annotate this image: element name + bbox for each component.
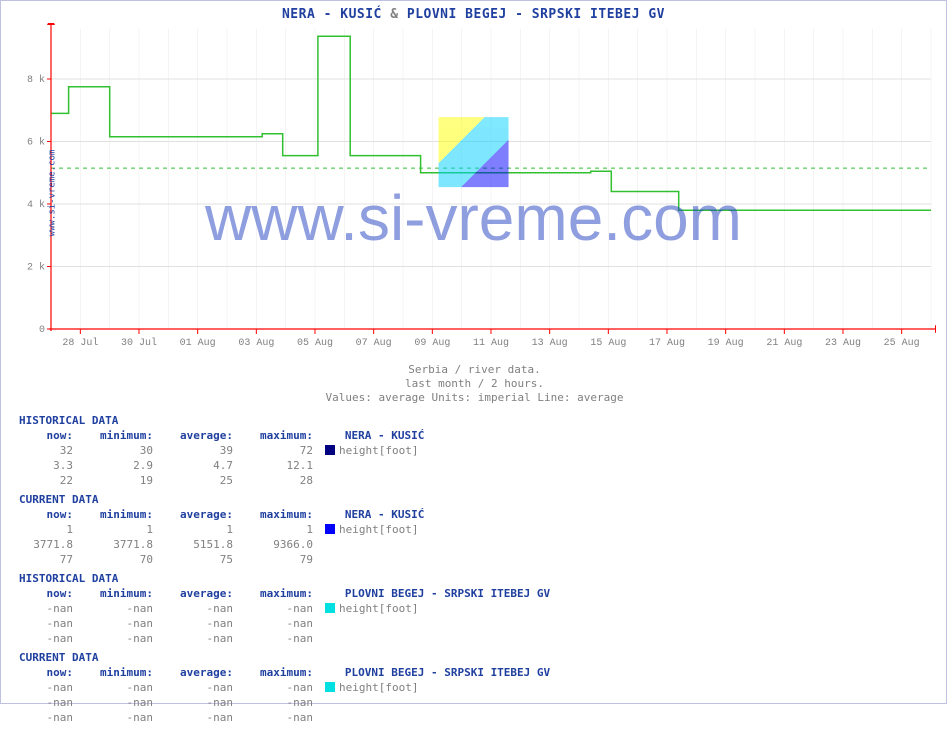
section-header: HISTORICAL DATA bbox=[19, 571, 550, 586]
svg-text:11 Aug: 11 Aug bbox=[473, 338, 509, 349]
svg-text:25 Aug: 25 Aug bbox=[884, 338, 920, 349]
table-row: -nan-nan-nan-nan bbox=[19, 695, 550, 710]
svg-text:8 k: 8 k bbox=[27, 74, 45, 86]
svg-text:4 k: 4 k bbox=[27, 199, 45, 211]
subcaption-line-2: last month / 2 hours. bbox=[1, 377, 947, 390]
series-swatch-icon bbox=[325, 603, 335, 613]
subcaption-line-1: Serbia / river data. bbox=[1, 363, 947, 376]
table-header: now:minimum:average:maximum: PLOVNI BEGE… bbox=[19, 586, 550, 601]
series-name: PLOVNI BEGEJ - SRPSKI ITEBEJ GV bbox=[313, 586, 550, 601]
svg-text:17 Aug: 17 Aug bbox=[649, 338, 685, 349]
svg-text:21 Aug: 21 Aug bbox=[766, 338, 802, 349]
table-row: 3.32.94.712.1 bbox=[19, 458, 550, 473]
table-header: now:minimum:average:maximum: NERA - KUSI… bbox=[19, 507, 550, 522]
table-row: 32303972height[foot] bbox=[19, 443, 550, 458]
title-right: PLOVNI BEGEJ - SRPSKI ITEBEJ GV bbox=[407, 7, 665, 22]
section-header: CURRENT DATA bbox=[19, 492, 550, 507]
metric-label: height[foot] bbox=[313, 443, 418, 458]
series-name: NERA - KUSIĆ bbox=[313, 428, 424, 443]
svg-text:30 Jul: 30 Jul bbox=[121, 337, 157, 349]
svg-text:07 Aug: 07 Aug bbox=[356, 338, 392, 349]
metric-label: height[foot] bbox=[313, 680, 418, 695]
series-swatch-icon bbox=[325, 524, 335, 534]
chart-svg: 0 2 k 4 k 6 k 8 k 28 Jul 30 Jul 01 Aug 03 Aug 05 … bbox=[11, 23, 936, 363]
table-header: now:minimum:average:maximum: NERA - KUSI… bbox=[19, 428, 550, 443]
svg-text:01 Aug: 01 Aug bbox=[180, 338, 216, 349]
svg-text:28 Jul: 28 Jul bbox=[62, 337, 98, 349]
title-ampersand: & bbox=[390, 7, 407, 22]
svg-text:0: 0 bbox=[39, 325, 45, 336]
series-name: NERA - KUSIĆ bbox=[313, 507, 424, 522]
table-row: 22192528 bbox=[19, 473, 550, 488]
metric-label: height[foot] bbox=[313, 522, 418, 537]
table-row: -nan-nan-nan-nanheight[foot] bbox=[19, 680, 550, 695]
svg-text:13 Aug: 13 Aug bbox=[532, 338, 568, 349]
svg-text:2 k: 2 k bbox=[27, 262, 45, 274]
table-row: 77707579 bbox=[19, 552, 550, 567]
table-header: now:minimum:average:maximum: PLOVNI BEGE… bbox=[19, 665, 550, 680]
svg-text:23 Aug: 23 Aug bbox=[825, 338, 861, 349]
y-axis-side-label: www.si-vreme.com bbox=[47, 150, 57, 237]
section-header: HISTORICAL DATA bbox=[19, 413, 550, 428]
metric-label: height[foot] bbox=[313, 601, 418, 616]
chart-frame: NERA - KUSIĆ & PLOVNI BEGEJ - SRPSKI ITE… bbox=[0, 0, 947, 704]
series-swatch-icon bbox=[325, 682, 335, 692]
svg-text:6 k: 6 k bbox=[27, 137, 45, 149]
svg-text:15 Aug: 15 Aug bbox=[590, 338, 626, 349]
table-row: -nan-nan-nan-nan bbox=[19, 710, 550, 725]
chart-title: NERA - KUSIĆ & PLOVNI BEGEJ - SRPSKI ITE… bbox=[1, 1, 946, 22]
table-row: 3771.83771.85151.89366.0 bbox=[19, 537, 550, 552]
series-swatch-icon bbox=[325, 445, 335, 455]
subcaption-line-3: Values: average Units: imperial Line: av… bbox=[1, 391, 947, 404]
svg-text:03 Aug: 03 Aug bbox=[238, 338, 274, 349]
data-tables: HISTORICAL DATAnow:minimum:average:maxim… bbox=[19, 413, 550, 729]
title-left: NERA - KUSIĆ bbox=[282, 7, 382, 22]
section-header: CURRENT DATA bbox=[19, 650, 550, 665]
chart-area: www.si-vreme.com 0 2 k 4 k 6 k 8 k 28 Jul 30 J… bbox=[11, 23, 936, 363]
table-row: -nan-nan-nan-nan bbox=[19, 616, 550, 631]
svg-text:19 Aug: 19 Aug bbox=[708, 338, 744, 349]
svg-text:05 Aug: 05 Aug bbox=[297, 338, 333, 349]
svg-text:09 Aug: 09 Aug bbox=[414, 338, 450, 349]
series-name: PLOVNI BEGEJ - SRPSKI ITEBEJ GV bbox=[313, 665, 550, 680]
table-row: -nan-nan-nan-nanheight[foot] bbox=[19, 601, 550, 616]
table-row: -nan-nan-nan-nan bbox=[19, 631, 550, 646]
table-row: 1111height[foot] bbox=[19, 522, 550, 537]
